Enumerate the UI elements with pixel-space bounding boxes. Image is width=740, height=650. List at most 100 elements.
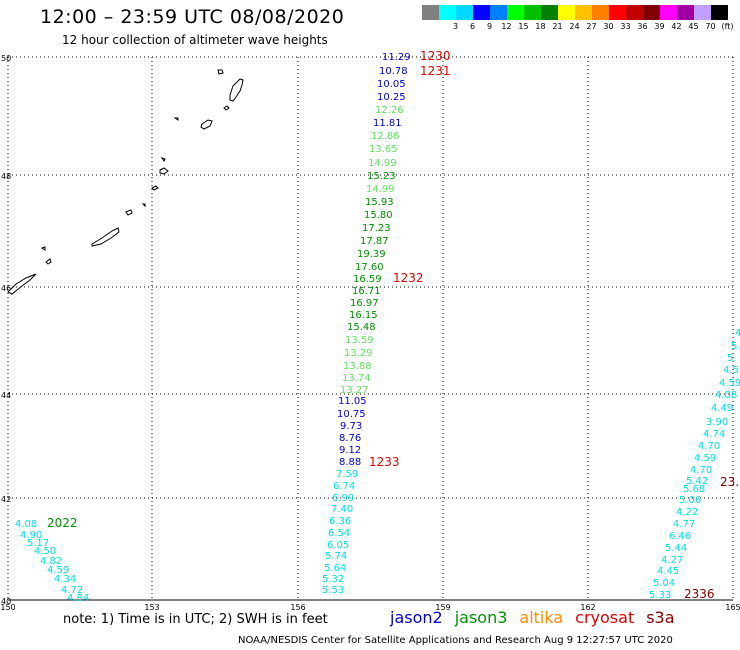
swh-value: 4.49	[711, 403, 733, 414]
page-subtitle: 12 hour collection of altimeter wave hei…	[62, 33, 328, 47]
island-outline	[223, 105, 230, 111]
legend-label: 6	[469, 22, 476, 31]
latitude-tick-label: 44	[1, 391, 11, 400]
swh-value: 5.32	[322, 574, 344, 585]
time-label: 2336	[684, 587, 715, 601]
legend-label: 24	[569, 22, 580, 31]
time-label: 1230	[420, 49, 451, 63]
island-outline	[125, 209, 133, 216]
swh-value: 13.65	[369, 144, 398, 155]
legend-swatch	[609, 5, 626, 20]
swh-value: 13.27	[340, 385, 369, 396]
legend-swatch	[524, 5, 541, 20]
longitude-tick-label: 150	[0, 603, 15, 612]
legend-label: 39	[654, 22, 665, 31]
swh-value: 4.59	[694, 453, 716, 464]
swh-value: 5.04	[653, 578, 675, 589]
swh-value: 16.59	[353, 274, 382, 285]
swh-value: 13.74	[342, 373, 371, 384]
swh-value: 4.08	[15, 519, 37, 530]
map-grid: 150 153 156 159 162 165 50 48 46 44 42 40	[0, 54, 740, 612]
swh-value: 13.29	[344, 348, 373, 359]
longitude-tick-label: 156	[290, 603, 305, 612]
swh-value: 7.59	[336, 469, 358, 480]
satellite-s3a: s3a	[646, 608, 675, 627]
swh-value: 5.68	[683, 484, 705, 495]
swh-value: 17.23	[362, 223, 391, 234]
swh-value: 5.33	[649, 590, 671, 601]
legend-label: 42	[671, 22, 682, 31]
legend-swatch	[660, 5, 677, 20]
footer-credit: NOAA/NESDIS Center for Satellite Applica…	[238, 635, 673, 646]
swh-value: 10.25	[377, 92, 406, 103]
legend-swatch	[575, 5, 592, 20]
time-label: 1232	[393, 271, 424, 285]
legend-swatch	[473, 5, 490, 20]
legend-label: 9	[486, 22, 493, 31]
swh-value: 10.75	[337, 409, 366, 420]
swh-value: 12.26	[375, 105, 404, 116]
swh-value: 16.97	[350, 298, 379, 309]
swh-value: 5.17	[27, 538, 49, 549]
swh-value: 6.05	[327, 540, 349, 551]
island-outline	[7, 273, 37, 295]
swh-value: 4.5	[723, 365, 739, 376]
legend-swatch	[456, 5, 473, 20]
latitude-tick-label: 48	[1, 172, 11, 181]
legend-swatch	[694, 5, 711, 20]
time-label: 2022	[47, 516, 78, 530]
swh-value: 11.05	[338, 396, 367, 407]
legend-swatch	[643, 5, 660, 20]
swh-value: 4.	[735, 328, 740, 339]
swh-value: 17.87	[360, 236, 389, 247]
swh-value: 6.74	[333, 481, 355, 492]
time-label: 23.	[720, 475, 739, 489]
latitude-tick-label: 46	[1, 284, 11, 293]
swh-value: 4.27	[661, 555, 683, 566]
island-outline	[40, 246, 46, 251]
swh-value: 3.90	[706, 417, 728, 428]
swh-value: 4.70	[690, 465, 712, 476]
swh-value: 13.88	[343, 361, 372, 372]
swh-value: 15.48	[347, 322, 376, 333]
longitude-tick-label: 162	[580, 603, 595, 612]
swh-value: 14.99	[366, 184, 395, 195]
legend-label: 45	[688, 22, 699, 31]
swh-value: 6.36	[329, 516, 351, 527]
swh-value: 4.22	[676, 507, 698, 518]
legend-label: 70	[705, 22, 716, 31]
legend-swatch	[490, 5, 507, 20]
swh-value: 15.23	[367, 171, 396, 182]
island-outline	[141, 203, 146, 208]
legend-swatch	[711, 5, 728, 20]
satellite-jason2: jason2	[390, 608, 443, 627]
satellite-jason3: jason3	[454, 608, 508, 627]
altimeter-tracks: 11.29 10.78 10.05 10.25 12.26 11.81 12.86 13.65…	[15, 52, 740, 604]
legend-label: 3	[452, 22, 459, 31]
swh-value: 4.77	[673, 519, 695, 530]
legend-swatch	[439, 5, 456, 20]
island-outline	[91, 227, 120, 247]
swh-value: 8.76	[339, 433, 361, 444]
swh-value: 5.64	[324, 563, 346, 574]
swh-value: 13.59	[345, 335, 374, 346]
swh-value: 12.86	[371, 131, 400, 142]
latitude-tick-label: 42	[1, 495, 11, 504]
swh-value: 5.44	[665, 543, 687, 554]
legend-swatch	[592, 5, 609, 20]
legend-swatch	[677, 5, 694, 20]
time-label: 1233	[369, 455, 400, 469]
time-label: 1231	[420, 64, 451, 78]
legend-label: 36	[637, 22, 648, 31]
island-outline	[159, 167, 169, 175]
legend-label: 12	[501, 22, 512, 31]
longitude-tick-label: 153	[144, 603, 159, 612]
swh-value: 5.42	[686, 476, 708, 487]
legend-swatch	[626, 5, 643, 20]
legend-label: 27	[586, 22, 597, 31]
swh-value: 10.05	[377, 79, 406, 90]
island-outline	[160, 157, 166, 162]
island-outline	[229, 78, 244, 102]
swh-value: 4.82	[40, 556, 62, 567]
island-outline	[217, 69, 224, 75]
